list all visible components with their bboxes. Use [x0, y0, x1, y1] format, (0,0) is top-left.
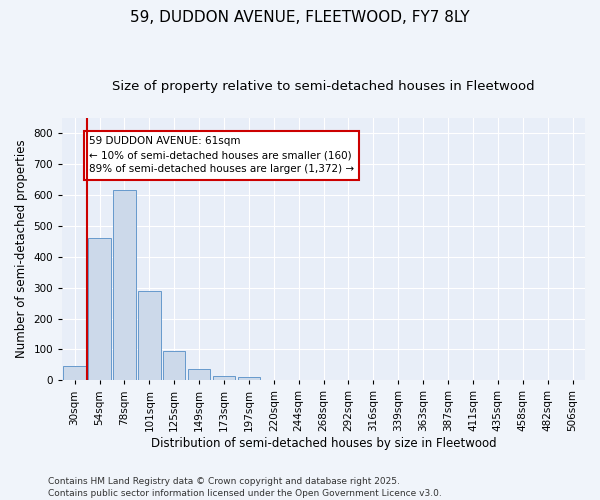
Bar — [213, 376, 235, 380]
Bar — [64, 366, 86, 380]
X-axis label: Distribution of semi-detached houses by size in Fleetwood: Distribution of semi-detached houses by … — [151, 437, 496, 450]
Text: 59 DUDDON AVENUE: 61sqm
← 10% of semi-detached houses are smaller (160)
89% of s: 59 DUDDON AVENUE: 61sqm ← 10% of semi-de… — [89, 136, 354, 174]
Bar — [113, 190, 136, 380]
Bar — [138, 290, 161, 380]
Title: Size of property relative to semi-detached houses in Fleetwood: Size of property relative to semi-detach… — [112, 80, 535, 93]
Bar — [163, 351, 185, 380]
Bar — [238, 377, 260, 380]
Bar — [188, 370, 211, 380]
Y-axis label: Number of semi-detached properties: Number of semi-detached properties — [15, 140, 28, 358]
Text: 59, DUDDON AVENUE, FLEETWOOD, FY7 8LY: 59, DUDDON AVENUE, FLEETWOOD, FY7 8LY — [130, 10, 470, 25]
Text: Contains HM Land Registry data © Crown copyright and database right 2025.
Contai: Contains HM Land Registry data © Crown c… — [48, 476, 442, 498]
Bar — [88, 238, 111, 380]
